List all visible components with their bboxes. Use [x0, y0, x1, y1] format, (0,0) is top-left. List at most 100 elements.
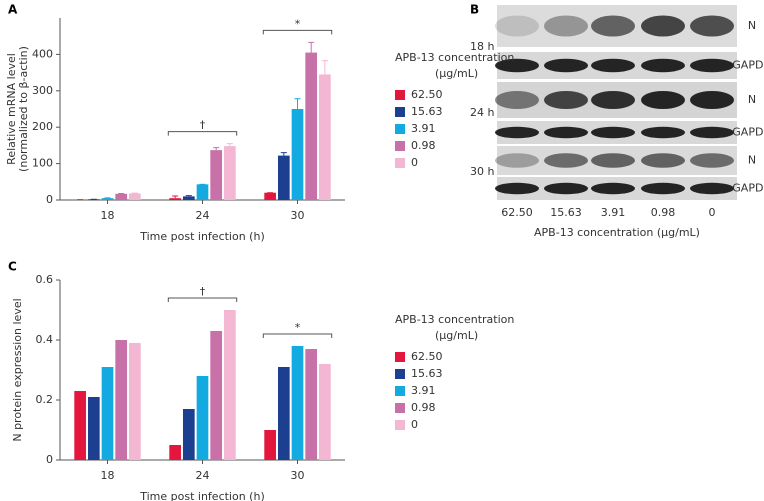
y-axis-label: Relative mRNA level: [5, 53, 18, 165]
x-axis-label: Time post infection (h): [139, 490, 265, 501]
bar: [319, 364, 331, 460]
legend-label: 0.98: [411, 401, 436, 414]
blot-band: [690, 91, 734, 109]
blot-band: [591, 91, 635, 109]
significance-label: †: [200, 119, 206, 132]
significance-label: *: [295, 321, 301, 334]
legend-title: APB-13 concentration: [395, 51, 514, 64]
bar: [115, 193, 128, 200]
blot-band: [591, 153, 635, 168]
x-tick-label: 24: [196, 469, 210, 482]
blot-band: [591, 182, 635, 195]
blot-band: [641, 91, 685, 109]
bar: [101, 198, 114, 200]
y-tick-label: 0.2: [36, 393, 54, 406]
blot-band: [641, 58, 685, 73]
blot-band: [690, 182, 734, 195]
bar: [129, 193, 141, 200]
lane-label: 0: [709, 206, 716, 219]
blot-band: [690, 153, 734, 168]
x-tick-label: 30: [291, 209, 305, 222]
blot-band: [544, 91, 588, 109]
band-label: GAPDH: [732, 59, 764, 72]
legend-swatch: [395, 107, 405, 117]
bar: [115, 340, 128, 460]
y-tick-label: 0: [46, 193, 53, 206]
blot-band: [690, 58, 734, 73]
bar: [210, 150, 223, 200]
bar: [101, 367, 114, 460]
x-tick-label: 30: [291, 469, 305, 482]
legend-swatch: [395, 124, 405, 134]
error-bar: [226, 143, 233, 147]
row-label: 18 h: [470, 40, 494, 53]
bar: [291, 346, 304, 460]
x-tick-label: 24: [196, 209, 210, 222]
x-axis-label: Time post infection (h): [139, 230, 265, 243]
blot-band: [690, 15, 734, 37]
legend-swatch: [395, 420, 405, 430]
blot-band: [690, 126, 734, 139]
bar: [210, 331, 223, 460]
bar: [87, 397, 100, 460]
band-label: GAPDH: [732, 182, 764, 195]
bar: [169, 445, 181, 460]
significance-label: †: [200, 285, 206, 298]
bar: [305, 349, 318, 460]
significance-bracket: [167, 131, 238, 136]
panel-label: C: [8, 260, 17, 274]
bar: [182, 409, 195, 460]
blot-band: [641, 153, 685, 168]
legend-title: APB-13 concentration: [395, 313, 514, 326]
bar: [291, 109, 304, 200]
legend-label: 3.91: [411, 122, 436, 135]
x-tick-label: 18: [101, 469, 115, 482]
band-label: N: [748, 154, 756, 167]
significance-bracket: [167, 297, 238, 302]
legend-label: 62.50: [411, 88, 443, 101]
lane-label: 0.98: [651, 206, 676, 219]
blot-band: [544, 15, 588, 37]
blot-band: [495, 182, 539, 195]
error-bar: [321, 60, 328, 75]
bar: [277, 155, 290, 200]
legend-label: 0: [411, 418, 418, 431]
blot-band: [544, 153, 588, 168]
y-tick-label: 400: [32, 47, 53, 60]
legend-swatch: [395, 369, 405, 379]
legend-swatch: [395, 158, 405, 168]
band-label: N: [748, 93, 756, 106]
legend-label: 0: [411, 156, 418, 169]
bands: [495, 15, 734, 195]
blot-band: [591, 126, 635, 139]
panel-label: A: [8, 3, 18, 17]
panel-label: B: [470, 3, 479, 17]
legend-swatch: [395, 90, 405, 100]
legend-swatch: [395, 386, 405, 396]
error-bar: [280, 152, 287, 156]
row-label: 24 h: [470, 106, 494, 119]
bar: [305, 52, 318, 200]
blot-xlabel: APB-13 concentration (µg/mL): [534, 226, 700, 239]
blot-band: [591, 58, 635, 73]
blot-band: [495, 91, 539, 109]
legend-label: 62.50: [411, 350, 443, 363]
blot-band: [641, 126, 685, 139]
bar: [169, 198, 181, 200]
error-bar: [185, 195, 192, 197]
blot-band: [495, 15, 539, 37]
significance-label: *: [295, 17, 301, 30]
blot-band: [495, 126, 539, 139]
blot-band: [495, 58, 539, 73]
error-bar: [294, 98, 301, 109]
bar: [196, 184, 209, 200]
bar: [74, 391, 86, 460]
y-tick-label: 0.6: [36, 273, 54, 286]
legend-swatch: [395, 352, 405, 362]
blot-band: [641, 182, 685, 195]
bar: [224, 146, 236, 200]
legend-swatch: [395, 403, 405, 413]
blot-band: [544, 182, 588, 195]
y-tick-label: 0: [46, 453, 53, 466]
